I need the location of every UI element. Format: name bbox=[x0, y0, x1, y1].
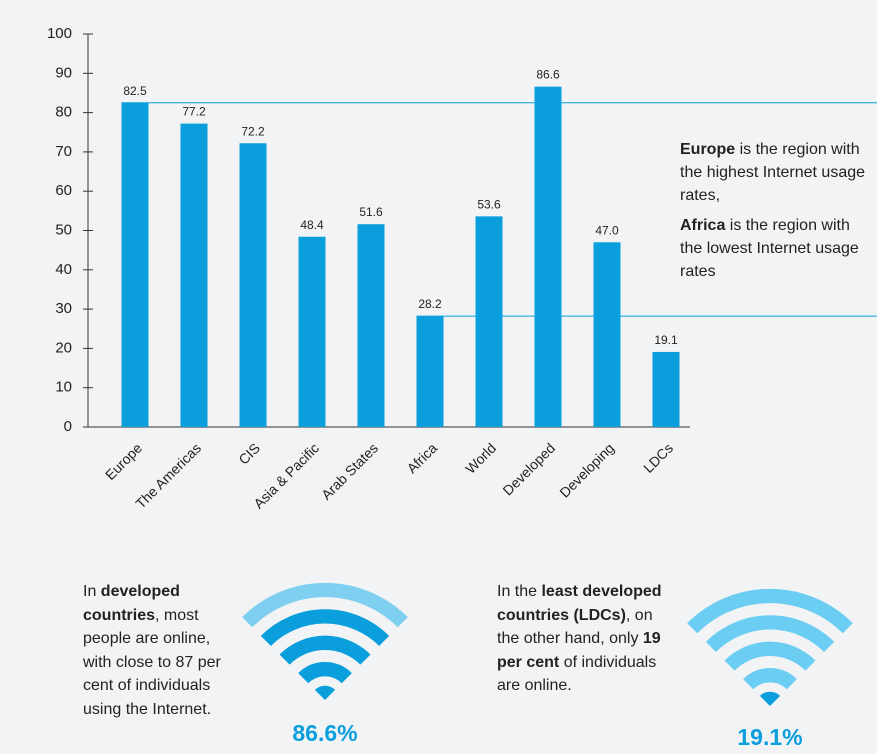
value-label: 77.2 bbox=[182, 105, 206, 119]
wifi-icon bbox=[242, 582, 408, 700]
wifi-dot bbox=[314, 685, 336, 700]
y-tick-label: 20 bbox=[55, 339, 72, 356]
y-tick-label: 90 bbox=[55, 64, 72, 81]
x-tick-label: LDCs bbox=[640, 440, 676, 476]
wifi-arc bbox=[298, 662, 352, 684]
wifi-arc bbox=[260, 609, 390, 647]
text: is the region with the lowest Internet u… bbox=[680, 217, 859, 280]
wifi-arc bbox=[687, 588, 853, 634]
wifi-arc bbox=[724, 641, 816, 671]
bar bbox=[239, 143, 267, 427]
y-tick-label: 0 bbox=[64, 418, 72, 435]
y-tick-label: 10 bbox=[55, 379, 72, 396]
value-label: 86.6 bbox=[536, 68, 560, 82]
y-tick-label: 40 bbox=[55, 261, 72, 278]
x-tick-label: Arab States bbox=[318, 440, 381, 503]
bar bbox=[298, 236, 326, 427]
panel-text: In the least developed countries (LDCs),… bbox=[497, 580, 672, 698]
bar bbox=[121, 102, 149, 428]
bar bbox=[534, 86, 562, 428]
text: of individuals are online. bbox=[497, 653, 657, 695]
bar bbox=[416, 316, 444, 427]
bold-text: developed countries bbox=[83, 583, 180, 624]
y-tick-label: 60 bbox=[55, 182, 72, 199]
value-label: 28.2 bbox=[418, 297, 442, 311]
bar bbox=[652, 351, 680, 427]
x-tick-label: Developing bbox=[556, 440, 617, 501]
value-label: 48.4 bbox=[300, 218, 324, 232]
bar bbox=[593, 242, 621, 427]
y-tick-label: 30 bbox=[55, 300, 72, 317]
value-label: 51.6 bbox=[359, 205, 383, 219]
x-tick-label: Africa bbox=[403, 440, 440, 477]
y-tick-label: 50 bbox=[55, 221, 72, 238]
wifi-icon bbox=[687, 588, 853, 706]
x-tick-label: Developed bbox=[499, 440, 558, 499]
figure: 19.1% bbox=[737, 724, 803, 750]
value-label: 19.1 bbox=[654, 333, 678, 347]
x-tick-label: Europe bbox=[102, 440, 145, 483]
text: In the bbox=[497, 583, 542, 600]
value-label: 47.0 bbox=[595, 223, 619, 237]
annotation: Africa is the region with the lowest Int… bbox=[680, 214, 870, 283]
wifi-dot bbox=[759, 691, 781, 706]
wifi-arc bbox=[279, 635, 371, 665]
wifi-arc bbox=[242, 582, 408, 628]
text: is the region with the highest Internet … bbox=[680, 141, 866, 204]
x-tick-label: World bbox=[462, 440, 499, 477]
panel-text: In developed countries, most people are … bbox=[83, 580, 243, 721]
value-label: 82.5 bbox=[123, 84, 147, 98]
bold-text: Europe bbox=[680, 141, 736, 158]
bold-text: 19 per cent bbox=[497, 630, 661, 671]
value-label: 72.2 bbox=[241, 124, 265, 138]
text: , most people are online, with close to … bbox=[83, 606, 221, 718]
y-tick-label: 100 bbox=[47, 25, 72, 42]
x-tick-label: CIS bbox=[235, 440, 263, 468]
bold-text: least developed countries (LDCs) bbox=[497, 583, 662, 624]
bar bbox=[475, 216, 503, 427]
y-tick-label: 70 bbox=[55, 143, 72, 160]
text: In bbox=[83, 583, 101, 600]
y-tick-label: 80 bbox=[55, 104, 72, 121]
wifi-arc bbox=[705, 615, 835, 653]
bar bbox=[180, 123, 208, 427]
annotation: Europe is the region with the highest In… bbox=[680, 138, 870, 207]
figure: 86.6% bbox=[292, 720, 358, 746]
bold-text: Africa bbox=[680, 217, 726, 234]
value-label: 53.6 bbox=[477, 197, 501, 211]
text: , on the other hand, only bbox=[497, 606, 653, 648]
wifi-arc bbox=[743, 668, 797, 690]
bar bbox=[357, 224, 385, 427]
